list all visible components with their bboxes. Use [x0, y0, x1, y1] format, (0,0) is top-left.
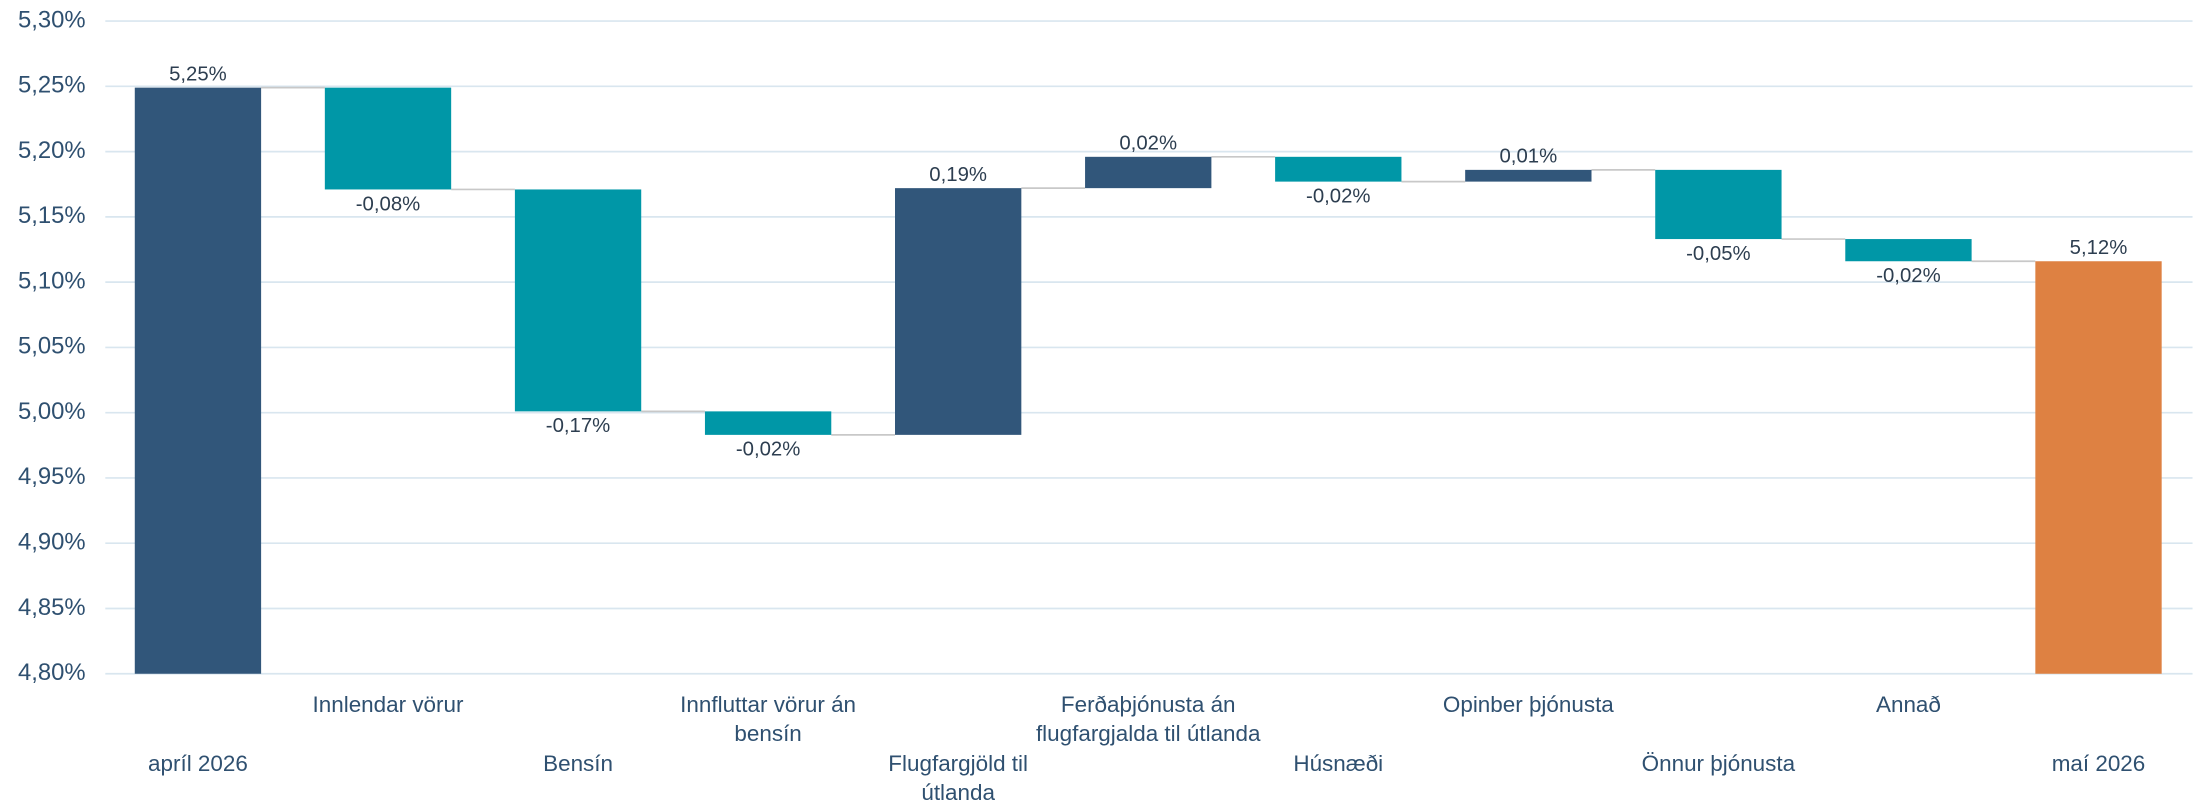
y-tick-label: 5,30%	[18, 6, 86, 33]
y-tick-label: 5,05%	[18, 333, 86, 360]
x-tick-label: Innfluttar vörur án bensín	[680, 692, 856, 746]
x-tick-label: maí 2026	[2052, 751, 2146, 776]
y-tick-label: 4,90%	[18, 529, 86, 556]
data-label: 0,02%	[1119, 133, 1177, 155]
connectors	[261, 86, 2036, 436]
x-tick-label: Innlendar vörur	[313, 692, 464, 717]
data-label: 5,25%	[169, 63, 227, 85]
x-tick-label: Annað	[1876, 692, 1941, 717]
data-label: -0,02%	[1876, 265, 1940, 287]
bars	[134, 87, 2162, 674]
y-tick-label: 4,80%	[18, 659, 86, 686]
y-tick-label: 4,85%	[18, 594, 86, 621]
x-tick-label: Opinber þjónusta	[1443, 692, 1614, 717]
labels: 4,80% 4,85% 4,90% 4,95% 5,00% 5,05% 5,10% 5,15%…	[18, 6, 2145, 804]
x-tick-label: apríl 2026	[148, 751, 248, 776]
bar	[895, 188, 1022, 435]
y-tick-label: 5,10%	[18, 267, 86, 294]
y-tick-label: 5,15%	[18, 202, 86, 229]
bar	[704, 411, 832, 435]
bar	[514, 189, 642, 412]
data-label: -0,02%	[1306, 185, 1370, 207]
data-label: 0,19%	[929, 164, 987, 186]
data-label: 0,01%	[1499, 146, 1557, 168]
y-tick-label: 4,95%	[18, 463, 86, 490]
bar	[2035, 261, 2162, 674]
bar	[1655, 169, 1782, 240]
bar	[134, 87, 262, 674]
x-tick-label: Önnur þjónusta	[1642, 751, 1796, 776]
y-tick-label: 5,25%	[18, 72, 86, 99]
data-label: -0,17%	[546, 415, 610, 437]
data-label: -0,08%	[356, 193, 420, 215]
data-label: -0,02%	[736, 439, 800, 461]
x-tick-label: Ferðaþjónusta án flugfargjalda til útland…	[1036, 692, 1261, 746]
bar	[1845, 239, 1972, 262]
y-tick-label: 5,20%	[18, 137, 86, 164]
x-tick-label: Bensín	[543, 751, 613, 776]
data-label: 5,12%	[2070, 237, 2128, 259]
grid	[105, 20, 2193, 675]
data-label: -0,05%	[1686, 243, 1750, 265]
y-tick-label: 5,00%	[18, 398, 86, 425]
bar	[1275, 156, 1402, 182]
bar	[1085, 156, 1212, 189]
x-tick-label: Flugfargjöld til útlanda	[888, 751, 1028, 805]
bar	[1465, 169, 1592, 182]
bar	[324, 87, 452, 190]
x-tick-label: Húsnæði	[1293, 751, 1383, 776]
